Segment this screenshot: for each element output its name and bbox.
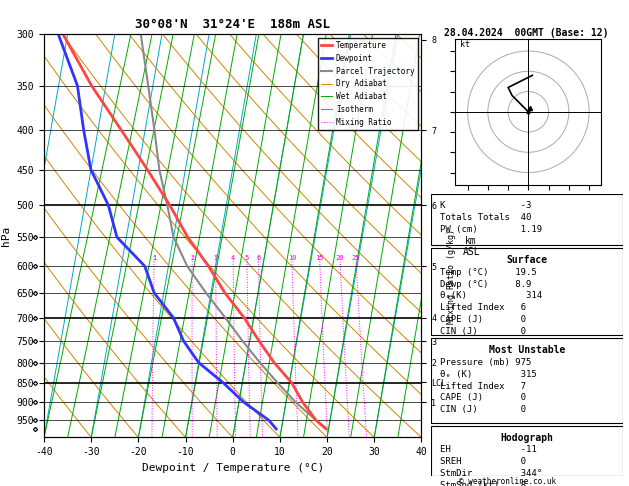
Text: Pressure (mb) 975: Pressure (mb) 975 [440, 358, 532, 367]
Text: Lifted Index   7: Lifted Index 7 [440, 382, 526, 391]
Text: 1: 1 [152, 255, 156, 260]
Text: Most Unstable: Most Unstable [489, 345, 565, 355]
Text: 28.04.2024  00GMT (Base: 12): 28.04.2024 00GMT (Base: 12) [444, 28, 608, 38]
Text: Dewp (°C)     8.9: Dewp (°C) 8.9 [440, 279, 532, 289]
Text: Lifted Index   6: Lifted Index 6 [440, 303, 526, 312]
Text: PW (cm)        1.19: PW (cm) 1.19 [440, 225, 543, 234]
Text: Hodograph: Hodograph [500, 433, 554, 443]
Text: K              -3: K -3 [440, 202, 532, 210]
Text: 3: 3 [214, 255, 218, 260]
Bar [431, 426, 623, 476]
Legend: Temperature, Dewpoint, Parcel Trajectory, Dry Adiabat, Wet Adiabat, Isotherm, Mi: Temperature, Dewpoint, Parcel Trajectory… [318, 38, 418, 130]
Text: 6: 6 [257, 255, 260, 260]
X-axis label: Dewpoint / Temperature (°C): Dewpoint / Temperature (°C) [142, 463, 324, 473]
Text: kt: kt [460, 40, 469, 49]
Title: 30°08'N  31°24'E  188m ASL: 30°08'N 31°24'E 188m ASL [135, 18, 330, 32]
Bar [431, 248, 623, 335]
Text: CAPE (J)       0: CAPE (J) 0 [440, 315, 526, 324]
Text: 15: 15 [316, 255, 324, 260]
Bar [431, 194, 623, 245]
Text: SREH           0: SREH 0 [440, 457, 526, 466]
Text: 10: 10 [287, 255, 296, 260]
Text: © weatheronline.co.uk: © weatheronline.co.uk [459, 477, 556, 486]
Text: CIN (J)        0: CIN (J) 0 [440, 327, 526, 336]
Text: Temp (°C)     19.5: Temp (°C) 19.5 [440, 268, 537, 277]
Text: Totals Totals  40: Totals Totals 40 [440, 213, 532, 222]
Text: CIN (J)        0: CIN (J) 0 [440, 405, 526, 414]
Text: 25: 25 [352, 255, 360, 260]
Y-axis label: hPa: hPa [1, 226, 11, 246]
Text: 20: 20 [336, 255, 344, 260]
Text: Surface: Surface [506, 255, 547, 265]
Text: θₑ(K)           314: θₑ(K) 314 [440, 292, 543, 300]
Text: Mixing Ratio (g/kg): Mixing Ratio (g/kg) [447, 228, 456, 324]
Text: θₑ (K)         315: θₑ (K) 315 [440, 370, 537, 379]
Text: 5: 5 [245, 255, 249, 260]
Text: EH             -11: EH -11 [440, 445, 537, 454]
Text: 4: 4 [231, 255, 235, 260]
Text: 2: 2 [190, 255, 194, 260]
Y-axis label: km
ASL: km ASL [462, 236, 480, 257]
Text: CAPE (J)       0: CAPE (J) 0 [440, 393, 526, 402]
Text: StmSpd (kt)    8: StmSpd (kt) 8 [440, 481, 526, 486]
Text: StmDir         344°: StmDir 344° [440, 469, 543, 478]
Bar [431, 338, 623, 423]
